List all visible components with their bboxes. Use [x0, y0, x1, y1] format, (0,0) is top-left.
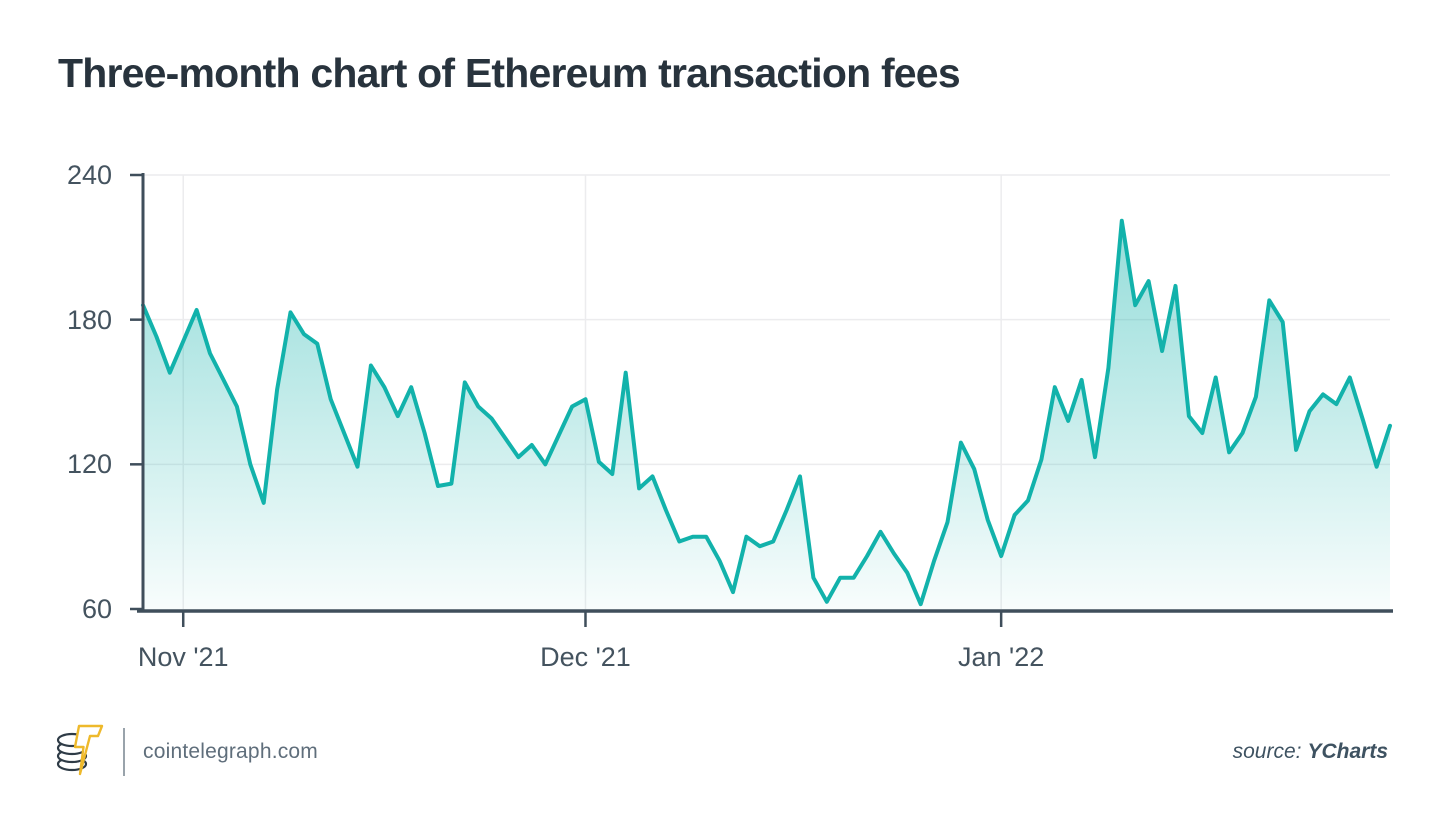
- page-title: Three-month chart of Ethereum transactio…: [58, 50, 961, 96]
- area-fill: [143, 220, 1390, 610]
- fees-line: [141, 218, 1392, 607]
- source-label: source:: [1232, 740, 1302, 763]
- source-credit: source: YCharts: [1233, 740, 1388, 764]
- chart-canvas: [130, 173, 1393, 627]
- source-value: YCharts: [1307, 740, 1388, 763]
- brand-domain: cointelegraph.com: [143, 740, 318, 763]
- footer-brand: cointelegraph.com: [55, 714, 318, 790]
- cointelegraph-logo-icon: [55, 720, 105, 785]
- ethereum-fees-chart: 60 120 180 240 Nov '21 Dec '21 Jan '22: [67, 160, 1393, 672]
- footer-divider: [123, 728, 125, 776]
